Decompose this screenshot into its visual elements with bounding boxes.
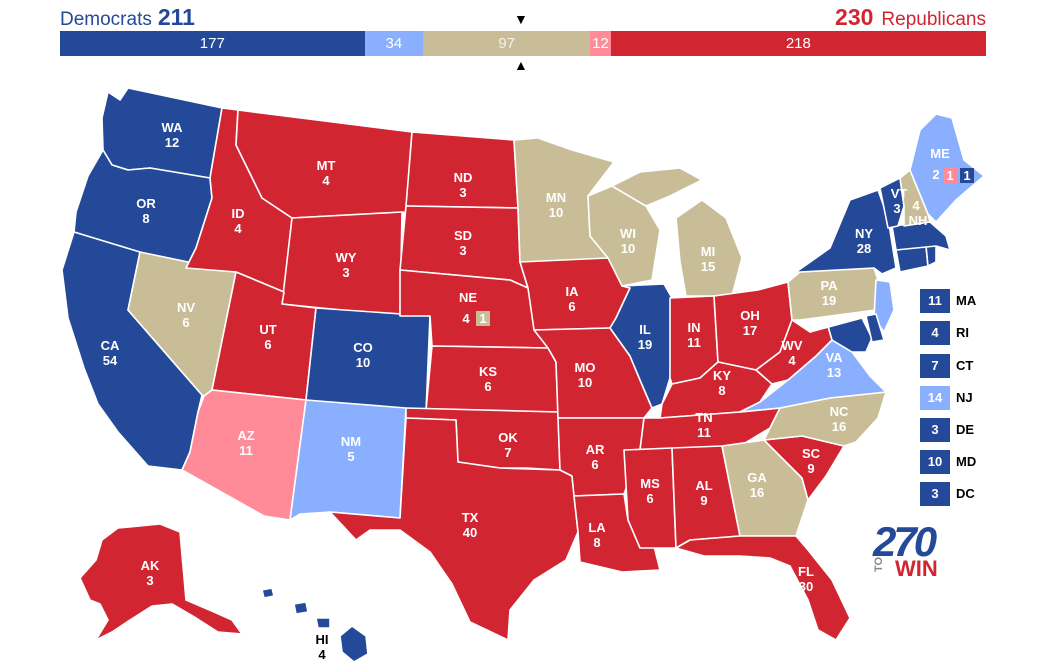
state-nj[interactable] xyxy=(873,279,895,333)
label-mn: MN 10 xyxy=(546,190,566,220)
md-label: MD xyxy=(956,454,977,469)
de-label: DE xyxy=(956,422,975,437)
label-vt: VT 3 xyxy=(891,186,908,216)
label-tx: TX 40 xyxy=(462,510,479,540)
state-fl[interactable] xyxy=(675,535,851,641)
state-la[interactable] xyxy=(573,493,661,573)
label-ky: KY 8 xyxy=(713,368,731,398)
label-wv: WV 4 xyxy=(782,338,803,368)
label-il: IL 19 xyxy=(638,322,652,352)
label-fl: FL 30 xyxy=(798,564,814,594)
ne-district-box[interactable] xyxy=(476,311,490,326)
label-ak: AK 3 xyxy=(141,558,160,588)
label-nc: NC 16 xyxy=(830,404,849,434)
ma-label: MA xyxy=(956,293,977,308)
democrats-label: Democrats xyxy=(60,9,152,30)
label-sc: SC 9 xyxy=(802,446,821,476)
state-md[interactable] xyxy=(809,317,873,353)
label-ok: OK 7 xyxy=(498,430,518,460)
label-me-district-dem: 1 xyxy=(963,168,970,183)
ct-ev-box[interactable]: 7 xyxy=(920,354,950,378)
ri-label: RI xyxy=(956,325,969,340)
label-tn: TN 11 xyxy=(695,410,712,440)
label-al: AL 9 xyxy=(695,478,712,508)
state-ri[interactable] xyxy=(925,245,937,267)
label-in: IN 11 xyxy=(687,320,701,350)
ri-ev-box[interactable]: 4 xyxy=(920,321,950,345)
state-hi-islands[interactable] xyxy=(261,587,331,629)
republicans-total: 230 xyxy=(835,4,874,30)
label-wa: WA 12 xyxy=(162,120,184,150)
label-nm: NM 5 xyxy=(341,434,361,464)
label-me: ME 2 xyxy=(930,146,950,182)
electoral-vote-bar: 177 34 97 12 218 xyxy=(60,31,986,56)
label-va: VA 13 xyxy=(825,350,843,380)
republicans-total-header: 230 Republicans xyxy=(835,4,986,31)
label-co: CO 10 xyxy=(353,340,373,370)
label-ga: GA 16 xyxy=(747,470,767,500)
dc-label: DC xyxy=(956,486,975,501)
state-hi[interactable] xyxy=(339,625,369,663)
label-nh: 4 NH xyxy=(909,198,928,228)
state-mi-upper[interactable] xyxy=(611,167,703,207)
state-ak[interactable] xyxy=(79,523,243,641)
dc-ev-box[interactable]: 3 xyxy=(920,482,950,506)
democrats-total: 211 xyxy=(157,4,195,30)
label-or: OR 8 xyxy=(136,196,156,226)
label-mt: MT 4 xyxy=(317,158,336,188)
label-ms: MS 6 xyxy=(640,476,660,506)
label-ny: NY 28 xyxy=(855,226,873,256)
me-district-dem-box[interactable] xyxy=(960,168,974,183)
label-pa: PA 19 xyxy=(820,278,838,308)
label-sd: SD 3 xyxy=(454,228,472,258)
label-me-district-rep: 1 xyxy=(946,168,953,183)
label-la: LA 8 xyxy=(588,520,606,550)
majority-marker-bottom: ▲ xyxy=(514,57,528,73)
label-ne-district: 1 xyxy=(479,311,486,326)
label-oh: OH 17 xyxy=(740,308,760,338)
state-mi[interactable] xyxy=(675,199,743,297)
label-ia: IA 6 xyxy=(566,284,580,314)
label-wi: WI 10 xyxy=(620,226,636,256)
me-district-rep-box[interactable] xyxy=(944,168,957,183)
label-ut: UT 6 xyxy=(259,322,276,352)
label-ar: AR 6 xyxy=(586,442,605,472)
state-ms[interactable] xyxy=(623,447,677,549)
label-nd: ND 3 xyxy=(454,170,473,200)
bar-tossup[interactable]: 97 xyxy=(423,31,591,56)
logo-to: TO xyxy=(873,556,885,572)
majority-marker-top: ▼ xyxy=(514,11,528,27)
bar-safe-rep[interactable]: 218 xyxy=(610,31,986,56)
democrats-total-header: Democrats 211 xyxy=(60,4,195,31)
logo-number: 270 xyxy=(873,518,937,565)
state-de[interactable] xyxy=(865,313,885,343)
label-nv: NV 6 xyxy=(177,300,195,330)
label-az: AZ 11 xyxy=(237,428,254,458)
label-id: ID 4 xyxy=(232,206,245,236)
ct-label: CT xyxy=(956,358,974,373)
state-tx[interactable] xyxy=(329,417,579,641)
state-vt[interactable] xyxy=(879,177,905,229)
bar-lean-rep[interactable]: 12 xyxy=(590,31,611,56)
ma-ev-box[interactable]: 11 xyxy=(920,289,950,313)
bar-lean-dem[interactable]: 34 xyxy=(364,31,424,56)
state-ny[interactable] xyxy=(795,189,897,275)
label-ks: KS 6 xyxy=(479,364,497,394)
de-ev-box[interactable]: 3 xyxy=(920,418,950,442)
state-il[interactable] xyxy=(609,283,673,409)
label-mo: MO 10 xyxy=(575,360,596,390)
md-ev-box[interactable]: 10 xyxy=(920,450,950,474)
label-hi: HI 4 xyxy=(316,632,329,662)
state-ks[interactable] xyxy=(425,345,559,413)
label-ne: NE 4 xyxy=(459,290,477,326)
nj-label: NJ xyxy=(956,390,973,405)
nj-ev-box[interactable]: 14 xyxy=(920,386,950,410)
bar-safe-dem[interactable]: 177 xyxy=(60,31,365,56)
label-ca: CA 54 xyxy=(101,338,120,368)
label-mi: MI 15 xyxy=(701,244,715,274)
republicans-label: Republicans xyxy=(881,9,986,30)
logo-win: WIN xyxy=(895,556,938,581)
label-wy: WY 3 xyxy=(336,250,357,280)
